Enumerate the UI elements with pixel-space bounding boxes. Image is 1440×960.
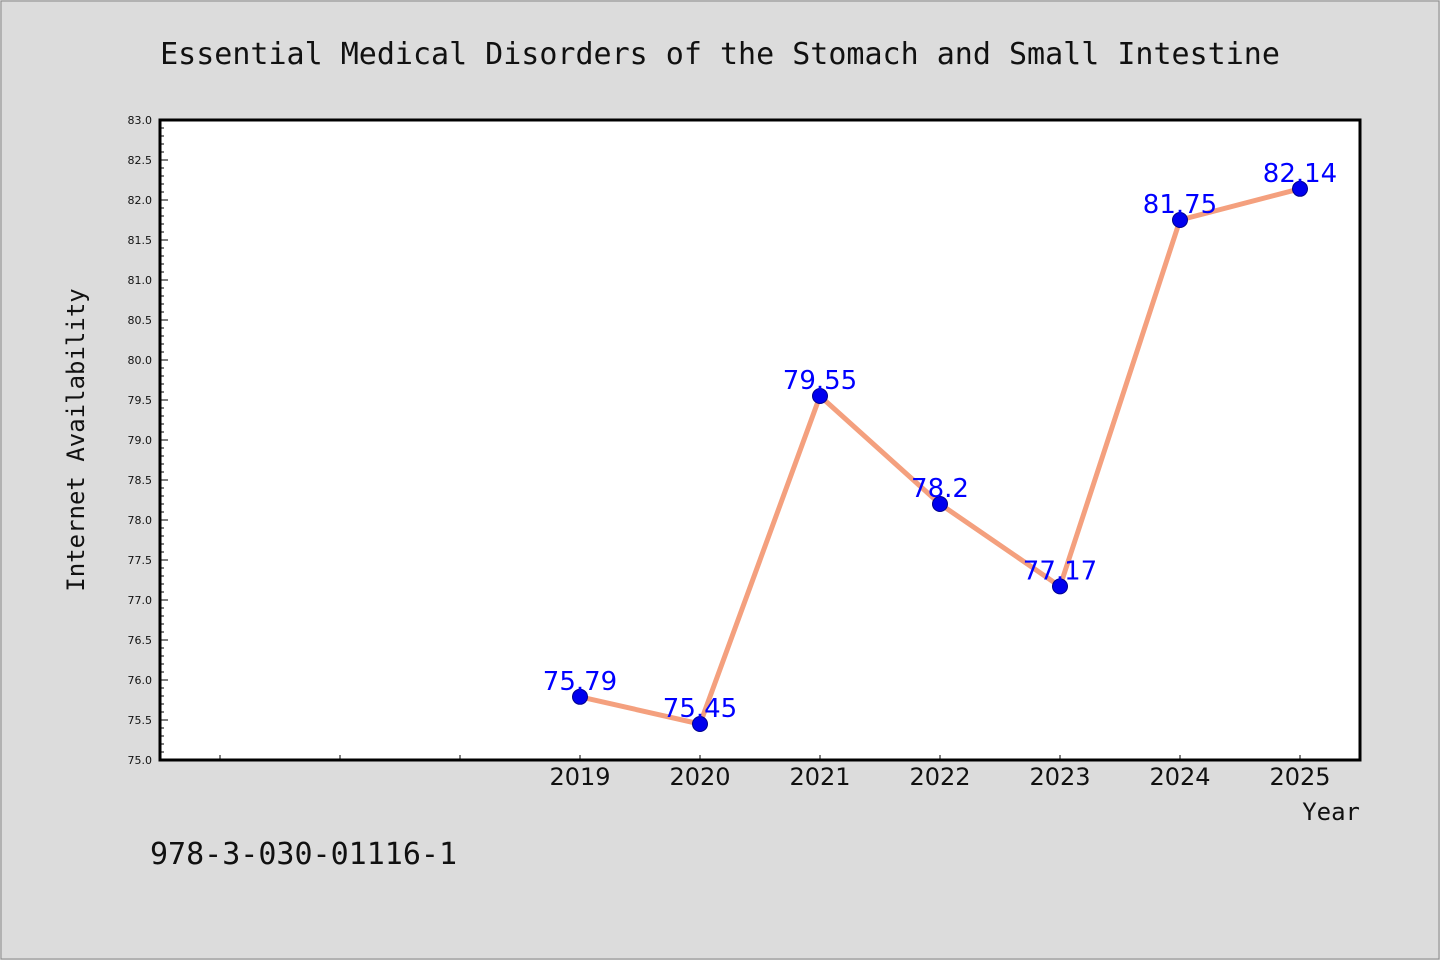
data-point bbox=[1172, 212, 1188, 228]
data-label: 82.14 bbox=[1263, 159, 1337, 189]
data-point bbox=[1052, 578, 1068, 595]
data-point bbox=[572, 688, 588, 705]
x-axis-ticks: 2019 2020 2021 2022 2023 2024 2025 bbox=[219, 755, 1331, 791]
x-tick-label: 2020 bbox=[669, 763, 730, 791]
y-tick-label: 80.5 bbox=[128, 314, 153, 327]
y-tick-label: 82.5 bbox=[128, 154, 153, 167]
plot-frame bbox=[158, 118, 1362, 762]
data-point bbox=[932, 496, 948, 512]
y-tick-label: 78.0 bbox=[128, 514, 153, 527]
y-tick-label: 75.0 bbox=[128, 754, 153, 767]
plot-area bbox=[160, 120, 1360, 760]
y-tick-label: 75.5 bbox=[128, 714, 153, 727]
y-tick-label: 78.5 bbox=[128, 474, 153, 487]
x-tick-label: 2023 bbox=[1029, 763, 1090, 791]
y-tick-label: 77.5 bbox=[128, 554, 153, 567]
data-label: 75.45 bbox=[663, 694, 737, 724]
data-point bbox=[692, 716, 708, 732]
x-tick-label: 2025 bbox=[1269, 763, 1330, 791]
y-tick-label: 81.0 bbox=[128, 274, 153, 287]
y-axis-label: Internet Availability bbox=[62, 288, 90, 591]
y-tick-label: 80.0 bbox=[128, 354, 153, 367]
y-tick-label: 79.0 bbox=[128, 434, 153, 447]
data-label: 78.2 bbox=[911, 474, 969, 504]
x-axis-label: Year bbox=[1302, 798, 1360, 826]
y-tick-label: 76.0 bbox=[128, 674, 153, 687]
chart-title: Essential Medical Disorders of the Stoma… bbox=[160, 37, 1280, 72]
x-tick-label: 2021 bbox=[789, 763, 850, 791]
y-tick-label: 76.5 bbox=[128, 634, 153, 647]
x-tick-label: 2019 bbox=[549, 763, 610, 791]
y-tick-label: 79.5 bbox=[128, 394, 153, 407]
isbn-footer: 978-3-030-01116-1 bbox=[150, 837, 457, 872]
y-axis-ticks: 75.0 75.5 76.0 76.5 77.0 77.5 78.0 78.5 79.0 79.5… bbox=[128, 114, 168, 767]
series-layer: 75.79 75.45 79.55 78.2 77.17 81.75 82.14 bbox=[543, 159, 1337, 732]
data-label: 81.75 bbox=[1143, 190, 1217, 220]
y-tick-label: 83.0 bbox=[128, 114, 153, 127]
y-tick-label: 81.5 bbox=[128, 234, 153, 247]
data-point bbox=[1292, 180, 1308, 197]
data-point bbox=[812, 388, 828, 404]
data-label: 77.17 bbox=[1023, 556, 1097, 586]
x-tick-label: 2024 bbox=[1149, 763, 1210, 791]
data-label: 79.55 bbox=[783, 366, 857, 396]
data-label: 75.79 bbox=[543, 667, 617, 697]
y-tick-label: 77.0 bbox=[128, 594, 153, 607]
x-tick-label: 2022 bbox=[909, 763, 970, 791]
y-tick-label: 82.0 bbox=[128, 194, 153, 207]
